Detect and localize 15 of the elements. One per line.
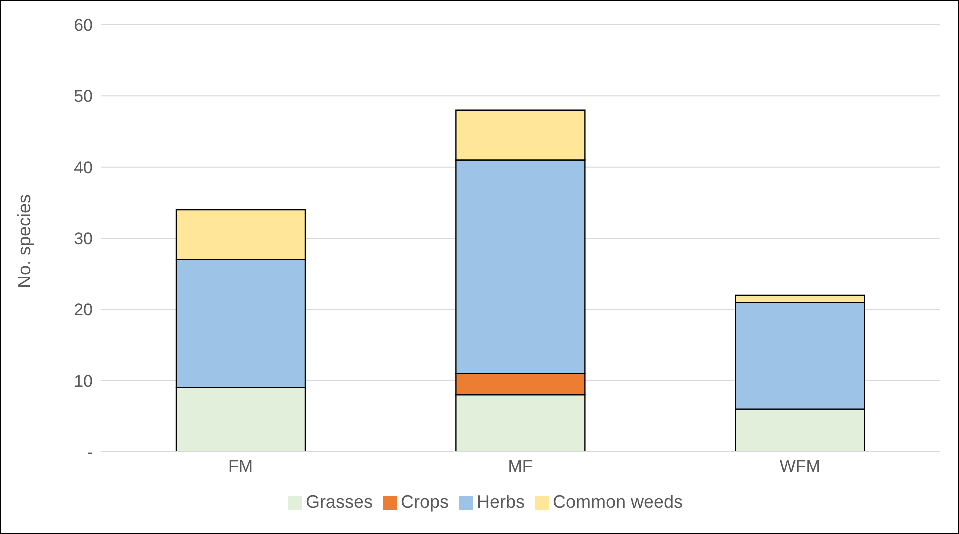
y-tick-label: 40	[74, 158, 93, 178]
legend-label: Common weeds	[553, 492, 684, 512]
legend-label: Crops	[400, 492, 449, 512]
y-tick-label: 50	[74, 87, 93, 106]
x-tick-label: MF	[508, 457, 533, 476]
legend-label: Grasses	[306, 492, 373, 512]
x-tick-label: FM	[228, 457, 254, 476]
x-tick-label: WFM	[780, 457, 820, 476]
y-tick-label: 10	[74, 372, 93, 391]
y-axis-title: No. species	[14, 194, 34, 288]
legend-label: Herbs	[476, 492, 525, 512]
y-tick-label: -	[87, 443, 93, 462]
y-tick-label: 30	[74, 230, 93, 249]
y-tick-label: 20	[74, 300, 93, 320]
y-tick-label: 60	[74, 16, 93, 36]
